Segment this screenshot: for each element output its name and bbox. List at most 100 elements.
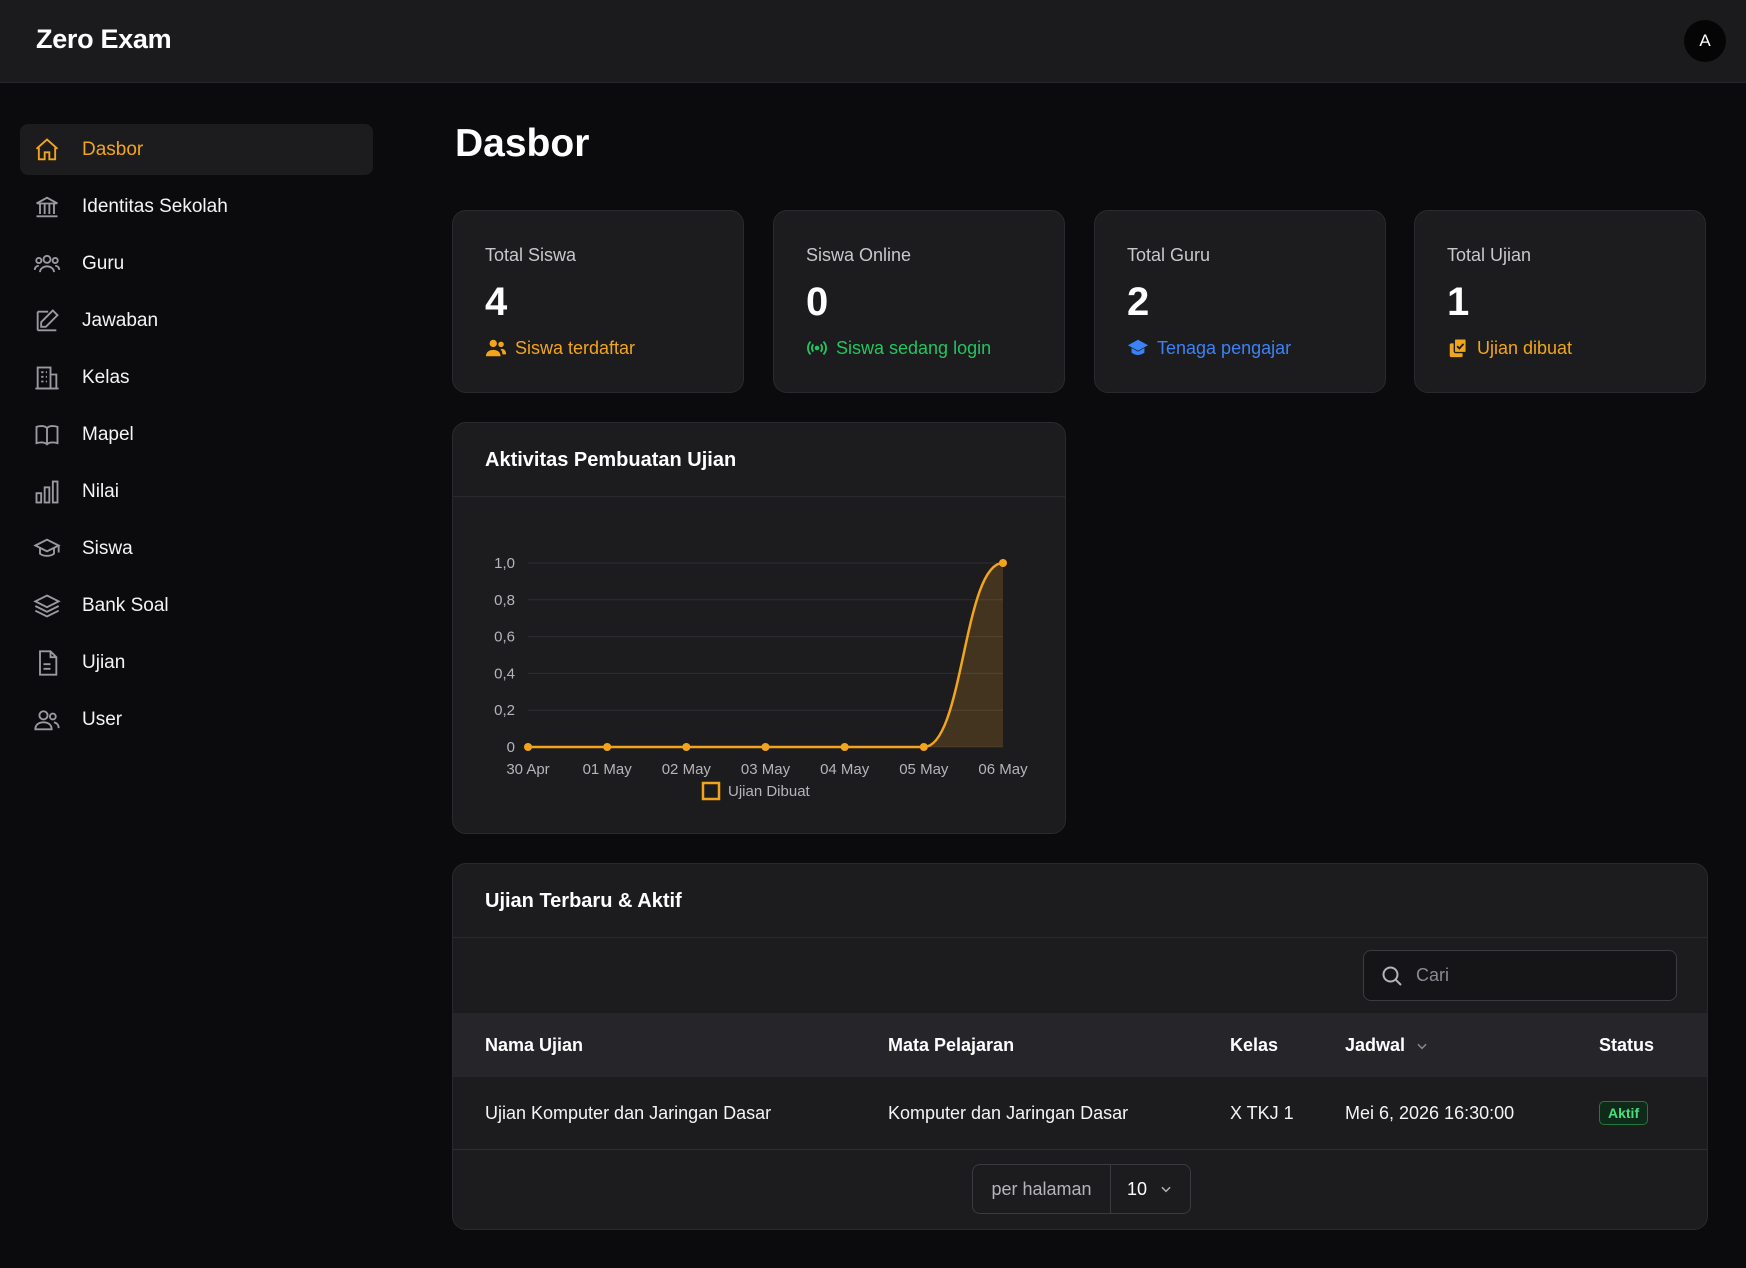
sidebar-item-kelas[interactable]: Kelas xyxy=(20,352,373,403)
sidebar-item-label: Siswa xyxy=(82,537,133,559)
column-header-status[interactable]: Status xyxy=(1599,1034,1655,1055)
series-area xyxy=(528,563,1003,747)
column-header-kelas[interactable]: Kelas xyxy=(1230,1034,1279,1055)
user-icon xyxy=(32,705,62,735)
table-row[interactable]: Ujian Komputer dan Jaringan Dasar Komput… xyxy=(453,1077,1707,1150)
search-input[interactable] xyxy=(1416,965,1656,986)
y-tick-label: 0,4 xyxy=(494,665,515,682)
stat-label: Total Guru xyxy=(1127,245,1211,265)
data-point xyxy=(840,743,849,751)
sidebar-item-label: Nilai xyxy=(82,480,119,502)
page-title: Dasbor xyxy=(455,122,590,165)
data-point xyxy=(919,743,928,751)
cell-jadwal: Mei 6, 2026 16:30:00 xyxy=(1345,1102,1515,1123)
office-building-icon xyxy=(32,363,62,393)
chevron-down-icon xyxy=(1417,1043,1427,1050)
table-header-row: Nama Ujian Mata Pelajaran Kelas Jadwal S… xyxy=(453,1013,1707,1077)
stat-label: Total Siswa xyxy=(485,245,577,265)
stat-foot: Ujian dibuat xyxy=(1447,337,1572,359)
cell-nama-ujian: Ujian Komputer dan Jaringan Dasar xyxy=(485,1102,772,1123)
chart-card: Aktivitas Pembuatan Ujian 0 0,2 0,4 0,6 0,8 1… xyxy=(452,422,1066,834)
column-header-mata-pelajaran[interactable]: Mata Pelajaran xyxy=(888,1034,1015,1055)
stat-card-siswa-online: Siswa Online 0 Siswa sedang login xyxy=(773,210,1065,393)
stat-foot: Tenaga pengajar xyxy=(1127,337,1291,359)
bar-chart-icon xyxy=(32,477,62,507)
signal-icon xyxy=(807,340,827,356)
sidebar-item-identitas-sekolah[interactable]: Identitas Sekolah xyxy=(20,181,373,232)
stat-value: 1 xyxy=(1447,280,1470,324)
clipboard-check-icon xyxy=(1449,338,1467,358)
stat-card-total-guru: Total Guru 2 Tenaga pengajar xyxy=(1094,210,1386,393)
sidebar-item-label: User xyxy=(82,708,123,730)
chart-title: Aktivitas Pembuatan Ujian xyxy=(485,449,737,471)
sidebar-item-mapel[interactable]: Mapel xyxy=(20,409,373,460)
x-tick-label: 03 May xyxy=(741,761,791,778)
sidebar-item-ujian[interactable]: Ujian xyxy=(20,637,373,688)
chevron-down-icon xyxy=(1161,1186,1171,1193)
users-icon xyxy=(485,339,507,357)
y-tick-label: 0,6 xyxy=(494,629,515,646)
y-tick-label: 0 xyxy=(507,739,515,756)
stat-label: Siswa Online xyxy=(806,245,912,265)
stat-foot: Siswa sedang login xyxy=(806,337,991,359)
sidebar-item-guru[interactable]: Guru xyxy=(20,238,373,289)
column-header-jadwal[interactable]: Jadwal xyxy=(1345,1035,1429,1056)
column-header-nama-ujian[interactable]: Nama Ujian xyxy=(485,1034,584,1055)
search-icon xyxy=(1382,966,1402,986)
sidebar-item-bank-soal[interactable]: Bank Soal xyxy=(20,580,373,631)
sidebar-item-nilai[interactable]: Nilai xyxy=(20,466,373,517)
x-tick-label: 05 May xyxy=(899,761,949,778)
sidebar-item-siswa[interactable]: Siswa xyxy=(20,523,373,574)
x-tick-label: 30 Apr xyxy=(506,761,549,778)
y-tick-label: 0,2 xyxy=(494,702,515,719)
per-page-select[interactable]: 10 xyxy=(1111,1179,1190,1200)
sidebar-item-label: Guru xyxy=(82,252,125,274)
per-page-control: per halaman 10 xyxy=(972,1164,1191,1214)
sidebar-item-label: Bank Soal xyxy=(82,594,169,616)
chart-card-header: Aktivitas Pembuatan Ujian xyxy=(453,423,1065,497)
app-title: Zero Exam xyxy=(36,24,172,54)
data-point xyxy=(682,743,691,751)
data-point xyxy=(524,743,532,751)
y-tick-label: 0,8 xyxy=(494,592,515,609)
stat-card-total-siswa: Total Siswa 4 Siswa terdaftar xyxy=(452,210,744,393)
sidebar-item-label: Identitas Sekolah xyxy=(82,195,228,217)
sidebar-item-label: Dasbor xyxy=(82,138,144,160)
graduation-cap-icon xyxy=(1127,339,1149,355)
per-page-label: per halaman xyxy=(973,1165,1111,1213)
document-icon xyxy=(32,648,62,678)
sidebar-item-jawaban[interactable]: Jawaban xyxy=(20,295,373,346)
stat-value: 2 xyxy=(1127,280,1150,324)
stat-label: Total Ujian xyxy=(1447,245,1532,265)
sidebar-item-label: Mapel xyxy=(82,423,134,445)
legend-swatch xyxy=(701,781,721,801)
exam-activity-chart: 0 0,2 0,4 0,6 0,8 1,0 30 Apr 01 May 02 May 03 May… xyxy=(494,555,1028,801)
recent-exams-card: Ujian Terbaru & Aktif Nama Ujian Mata Pe… xyxy=(452,863,1708,1230)
table-card-header: Ujian Terbaru & Aktif xyxy=(453,864,1707,938)
stat-value: 0 xyxy=(806,280,829,324)
legend-label: Ujian Dibuat xyxy=(728,783,811,800)
x-tick-label: 06 May xyxy=(978,761,1028,778)
sidebar-item-dasbor[interactable]: Dasbor xyxy=(20,124,373,175)
status-badge: Aktif xyxy=(1599,1101,1649,1125)
stat-card-total-ujian: Total Ujian 1 Ujian dibuat xyxy=(1414,210,1706,393)
series-line xyxy=(528,561,1004,749)
x-tick-label: 02 May xyxy=(662,761,712,778)
avatar[interactable]: A xyxy=(1684,20,1726,62)
graduation-cap-icon xyxy=(32,534,62,564)
data-point xyxy=(603,743,612,751)
x-tick-label: 04 May xyxy=(820,761,870,778)
top-bar: Zero Exam A xyxy=(0,0,1746,83)
sidebar-item-label: Ujian xyxy=(82,651,126,673)
users-group-icon xyxy=(32,249,62,279)
search-box[interactable] xyxy=(1363,950,1677,1001)
stat-value: 4 xyxy=(485,280,508,324)
data-point xyxy=(761,743,770,751)
edit-icon xyxy=(32,306,62,336)
sidebar-item-label: Jawaban xyxy=(82,309,159,331)
cell-status: Aktif xyxy=(1599,1101,1649,1125)
home-icon xyxy=(32,135,62,165)
data-point xyxy=(999,559,1007,567)
building-icon xyxy=(32,192,62,222)
sidebar-item-user[interactable]: User xyxy=(20,694,373,745)
